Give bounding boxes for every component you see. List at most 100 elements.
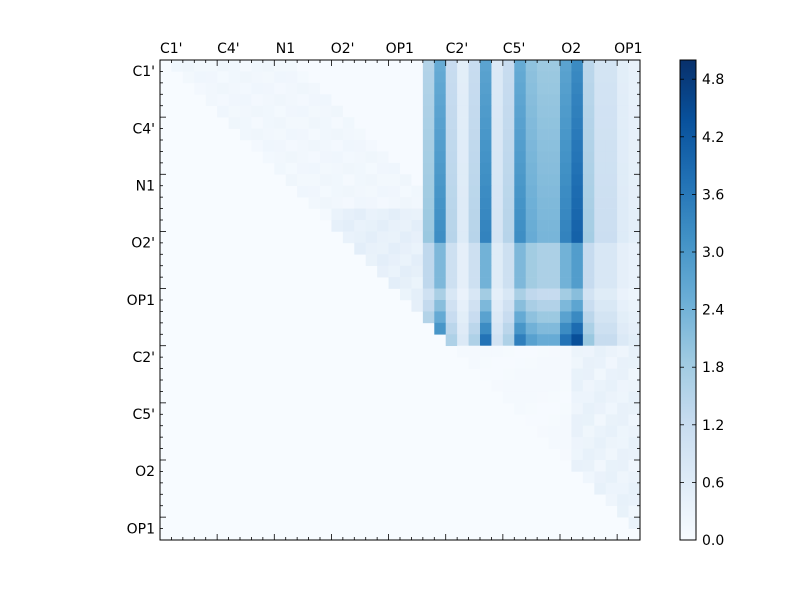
- heatmap-cell: [434, 162, 447, 175]
- x-tick-label: C1': [160, 41, 183, 57]
- heatmap-cell: [560, 174, 572, 187]
- heatmap-cell: [582, 414, 595, 427]
- heatmap-cell: [445, 82, 458, 95]
- heatmap-cell: [377, 197, 389, 209]
- heatmap-cell: [617, 311, 629, 324]
- heatmap-cell: [480, 357, 492, 369]
- heatmap-cell: [560, 448, 572, 461]
- heatmap-cell: [400, 71, 412, 84]
- heatmap-cell: [525, 105, 538, 118]
- heatmap-cell: [571, 437, 584, 449]
- heatmap-cell: [525, 277, 538, 289]
- heatmap-cell: [525, 334, 538, 347]
- heatmap-cell: [354, 71, 367, 84]
- heatmap-cell: [617, 460, 629, 472]
- heatmap-cell: [331, 71, 344, 84]
- heatmap-cell: [560, 300, 572, 312]
- heatmap-cell: [617, 288, 629, 301]
- heatmap-cell: [571, 197, 584, 209]
- heatmap-cell: [434, 231, 447, 244]
- heatmap-cell: [560, 357, 572, 369]
- heatmap-cell: [525, 60, 538, 72]
- heatmap-cell: [491, 140, 504, 152]
- heatmap-cell: [342, 162, 355, 175]
- heatmap-cell: [468, 151, 481, 164]
- heatmap-cell: [605, 82, 618, 95]
- heatmap-cell: [537, 151, 549, 164]
- heatmap-cell: [400, 197, 412, 209]
- heatmap-cell: [571, 277, 584, 289]
- heatmap-cell: [377, 105, 389, 118]
- heatmap-cell: [502, 71, 515, 84]
- heatmap-cell: [411, 94, 424, 107]
- heatmap-cell: [365, 105, 378, 118]
- heatmap-cell: [297, 60, 309, 72]
- heatmap-cell: [548, 94, 561, 107]
- heatmap-cell: [308, 162, 321, 175]
- heatmap-cell: [388, 277, 401, 289]
- heatmap-cell: [228, 117, 241, 129]
- heatmap-cell: [274, 151, 287, 164]
- heatmap-cell: [297, 140, 309, 152]
- heatmap-cell: [548, 151, 561, 164]
- heatmap-cell: [457, 60, 469, 72]
- heatmap-cell: [445, 60, 458, 72]
- heatmap-cell: [594, 128, 607, 141]
- heatmap-cell: [411, 220, 424, 232]
- heatmap-cell: [377, 231, 389, 244]
- heatmap-cell: [502, 185, 515, 198]
- heatmap-cell: [262, 105, 275, 118]
- heatmap-cell: [411, 117, 424, 129]
- heatmap-cell: [617, 368, 629, 381]
- heatmap-cell: [502, 300, 515, 312]
- heatmap-cell: [354, 128, 367, 141]
- heatmap-cell: [285, 128, 298, 141]
- heatmap-cell: [594, 117, 607, 129]
- heatmap-cell: [548, 288, 561, 301]
- heatmap-cell: [445, 197, 458, 209]
- heatmap-cell: [445, 185, 458, 198]
- heatmap-cell: [480, 197, 492, 209]
- heatmap-cell: [274, 71, 287, 84]
- heatmap-cell: [480, 322, 492, 335]
- heatmap-cell: [388, 140, 401, 152]
- heatmap-cell: [491, 242, 504, 255]
- heatmap-cell: [582, 162, 595, 175]
- heatmap-cell: [434, 197, 447, 209]
- x-tick-labels: C1' C4' N1 O2' OP1 C2' C5' O2 OP1: [160, 41, 643, 57]
- heatmap-cell: [548, 117, 561, 129]
- heatmap-cell: [537, 185, 549, 198]
- heatmap-cell: [240, 82, 252, 95]
- heatmap-cell: [365, 162, 378, 175]
- heatmap-cell: [400, 94, 412, 107]
- heatmap-cell: [502, 322, 515, 335]
- heatmap-cell: [594, 402, 607, 415]
- heatmap-cell: [400, 277, 412, 289]
- heatmap-cell: [617, 357, 629, 369]
- heatmap-cell: [617, 448, 629, 461]
- heatmap-cell: [502, 357, 515, 369]
- heatmap-cell: [605, 162, 618, 175]
- heatmap-cell: [525, 117, 538, 129]
- heatmap-cell: [502, 140, 515, 152]
- heatmap-cell: [617, 414, 629, 427]
- heatmap-cell: [571, 288, 584, 301]
- heatmap-cell: [537, 231, 549, 244]
- heatmap-cell: [582, 140, 595, 152]
- heatmap-cell: [377, 128, 389, 141]
- heatmap-cell: [285, 94, 298, 107]
- heatmap-cell: [228, 82, 241, 95]
- heatmap-cell: [297, 105, 309, 118]
- heatmap-cell: [628, 231, 641, 244]
- heatmap-cell: [514, 231, 527, 244]
- heatmap-cell: [628, 460, 641, 472]
- heatmap-cell: [617, 334, 629, 347]
- heatmap-cell: [342, 174, 355, 187]
- heatmap-cell: [457, 220, 469, 232]
- heatmap-cell: [582, 254, 595, 267]
- heatmap-cell: [320, 60, 332, 72]
- heatmap-cell: [548, 357, 561, 369]
- heatmap-cell: [594, 425, 607, 438]
- heatmap-cell: [468, 197, 481, 209]
